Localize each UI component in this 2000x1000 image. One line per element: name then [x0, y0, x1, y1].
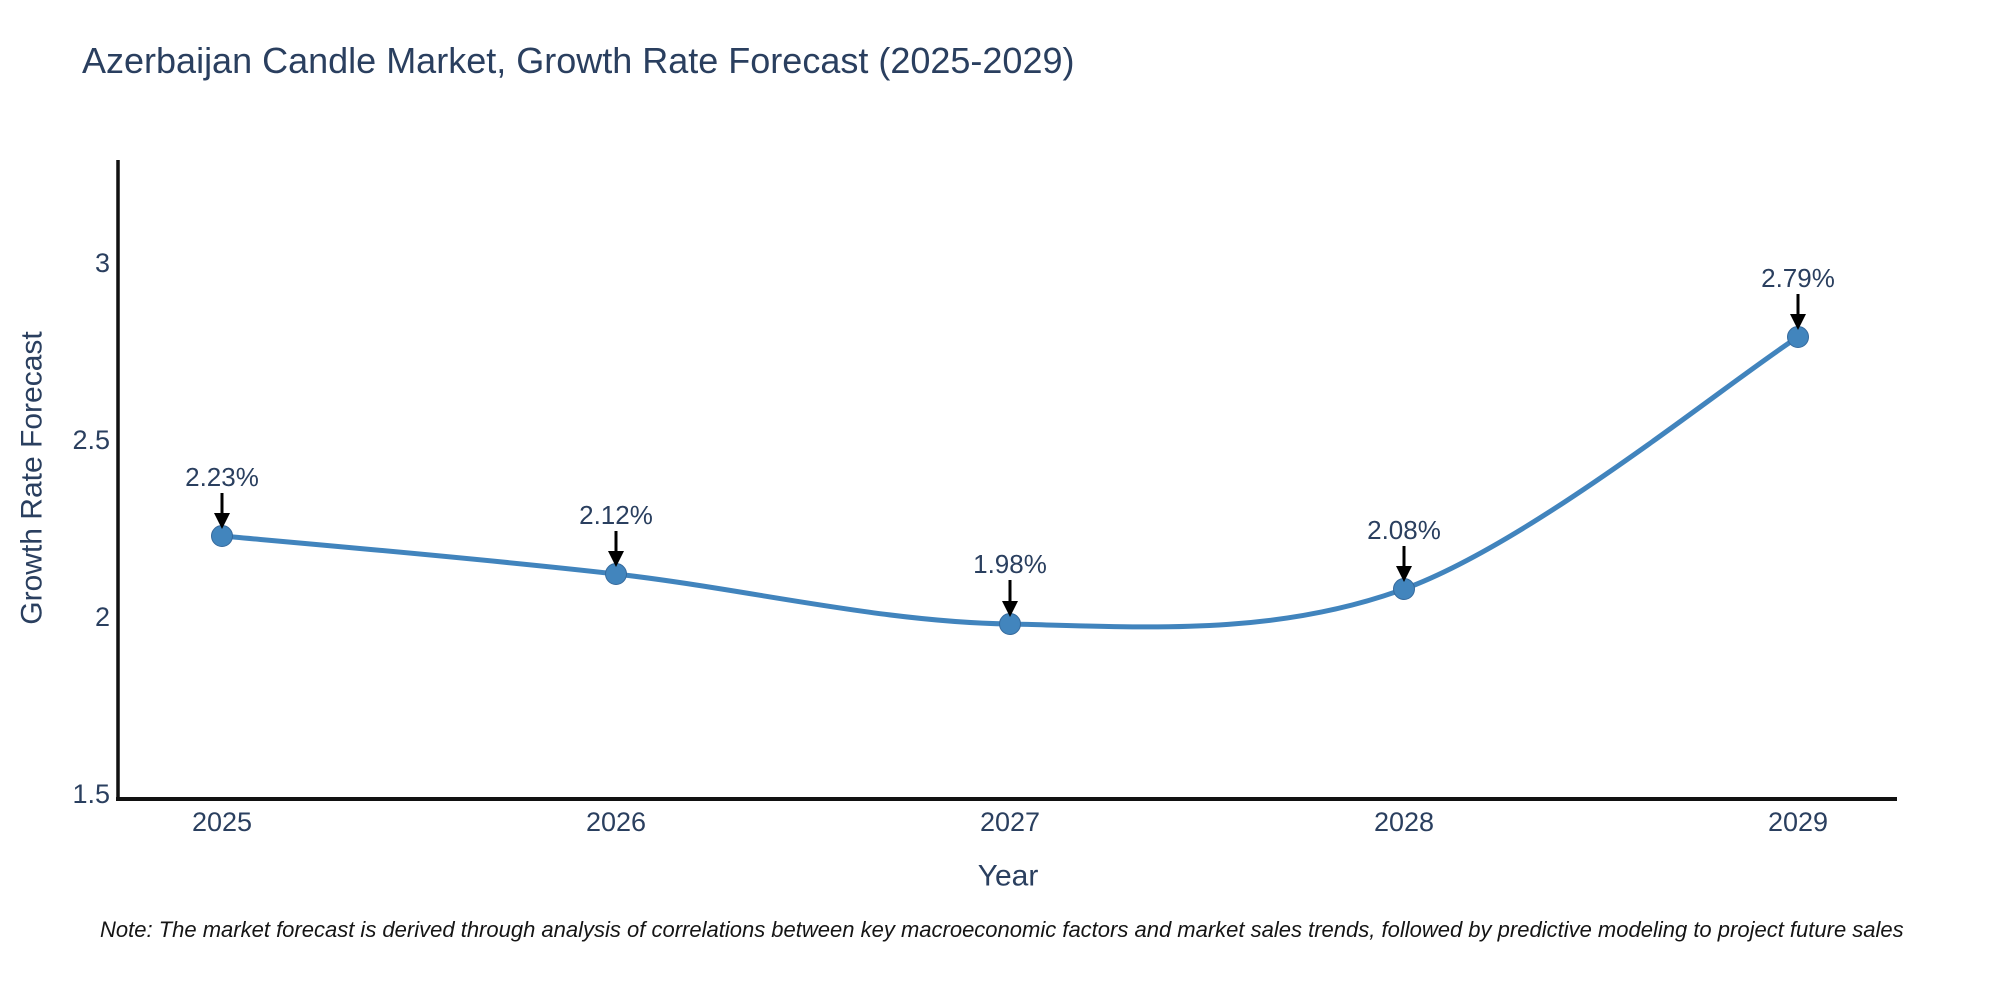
y-axis-title: Growth Rate Forecast [16, 331, 49, 625]
annotation-label-2028: 2.08% [1367, 515, 1441, 545]
x-axis-title: Year [978, 860, 1039, 893]
y-tick-label-2: 2 [95, 602, 110, 632]
footnote-text: Note: The market forecast is derived thr… [100, 917, 1904, 942]
annotation-arrow-2026 [608, 531, 624, 567]
annotation-label-2027: 1.98% [973, 549, 1047, 579]
x-tick-label-2025: 2025 [192, 807, 252, 837]
annotation-arrow-2028 [1396, 546, 1412, 582]
x-tick-label-2028: 2028 [1374, 807, 1434, 837]
annotation-label-2025: 2.23% [185, 462, 259, 492]
x-tick-label-2026: 2026 [586, 807, 646, 837]
y-tick-label-2-5: 2.5 [72, 425, 110, 455]
y-tick-label-1-5: 1.5 [72, 779, 110, 809]
x-tick-label-2029: 2029 [1768, 807, 1828, 837]
chart-title: Azerbaijan Candle Market, Growth Rate Fo… [82, 40, 1075, 81]
annotation-arrow-2029 [1790, 294, 1806, 330]
x-tick-label-2027: 2027 [980, 807, 1040, 837]
annotation-arrow-2025 [214, 493, 230, 529]
y-tick-label-3: 3 [95, 248, 110, 278]
annotation-label-2029: 2.79% [1761, 263, 1835, 293]
annotation-arrow-2027 [1002, 580, 1018, 617]
annotation-label-2026: 2.12% [579, 500, 653, 530]
